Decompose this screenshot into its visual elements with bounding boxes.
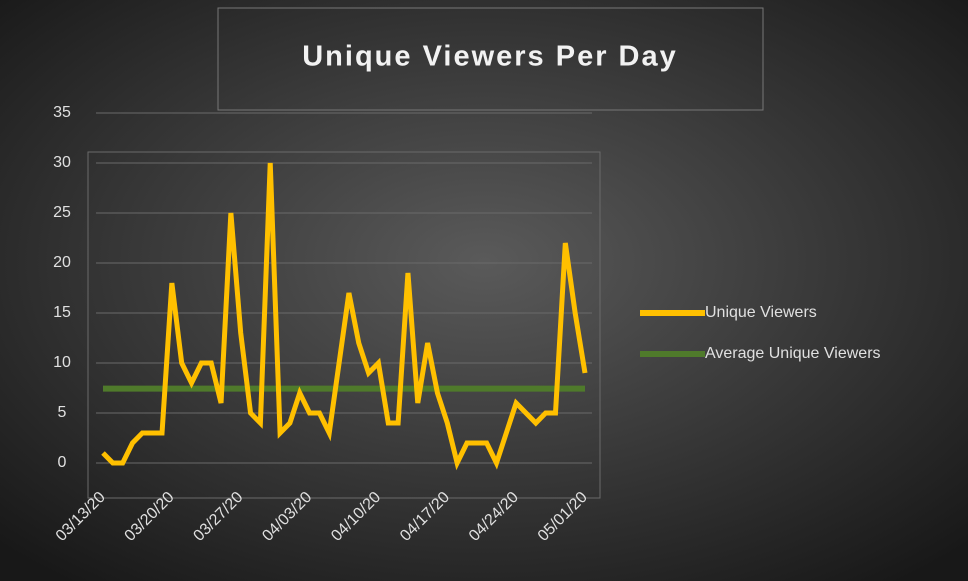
y-tick-label: 15 [53, 304, 71, 321]
y-tick-label: 5 [58, 404, 67, 421]
y-tick-label: 20 [53, 254, 71, 271]
legend-label: Average Unique Viewers [705, 345, 881, 362]
y-tick-label: 10 [53, 354, 71, 371]
plot-area [87, 151, 601, 499]
legend-label: Unique Viewers [705, 304, 817, 321]
title-box [217, 7, 764, 111]
y-tick-label: 30 [53, 154, 71, 171]
y-tick-label: 0 [58, 454, 67, 471]
line-series [101, 162, 588, 471]
y-tick-label: 35 [53, 104, 71, 121]
chart-title: Unique Viewers Per Day [302, 41, 678, 73]
y-tick-label: 25 [53, 204, 71, 221]
